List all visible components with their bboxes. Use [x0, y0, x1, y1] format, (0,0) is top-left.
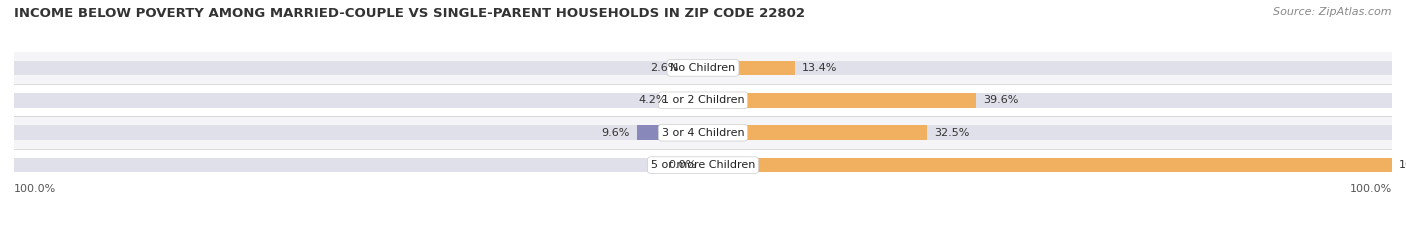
Bar	[14, 158, 1392, 172]
Text: 32.5%: 32.5%	[934, 128, 969, 138]
Bar	[703, 158, 1392, 172]
Bar	[14, 84, 1392, 116]
Text: 3 or 4 Children: 3 or 4 Children	[662, 128, 744, 138]
Bar	[673, 93, 703, 108]
Text: 100.0%: 100.0%	[1399, 160, 1406, 170]
Bar	[14, 116, 1392, 149]
Text: 39.6%: 39.6%	[983, 95, 1018, 105]
Text: 100.0%: 100.0%	[14, 185, 56, 195]
Bar	[703, 61, 796, 75]
Text: No Children: No Children	[671, 63, 735, 73]
Text: 4.2%: 4.2%	[638, 95, 668, 105]
Text: 2.6%: 2.6%	[650, 63, 678, 73]
Text: INCOME BELOW POVERTY AMONG MARRIED-COUPLE VS SINGLE-PARENT HOUSEHOLDS IN ZIP COD: INCOME BELOW POVERTY AMONG MARRIED-COUPL…	[14, 7, 806, 20]
Bar	[14, 93, 1392, 108]
Text: 5 or more Children: 5 or more Children	[651, 160, 755, 170]
Bar	[14, 61, 1392, 75]
Text: Source: ZipAtlas.com: Source: ZipAtlas.com	[1274, 7, 1392, 17]
Bar	[703, 93, 976, 108]
Bar	[685, 61, 703, 75]
Bar	[637, 125, 703, 140]
Bar	[14, 52, 1392, 84]
Text: 13.4%: 13.4%	[803, 63, 838, 73]
Text: 100.0%: 100.0%	[1350, 185, 1392, 195]
Bar	[14, 149, 1392, 181]
Bar	[14, 125, 1392, 140]
Text: 0.0%: 0.0%	[668, 160, 696, 170]
Text: 1 or 2 Children: 1 or 2 Children	[662, 95, 744, 105]
Text: 9.6%: 9.6%	[602, 128, 630, 138]
Bar	[703, 125, 927, 140]
